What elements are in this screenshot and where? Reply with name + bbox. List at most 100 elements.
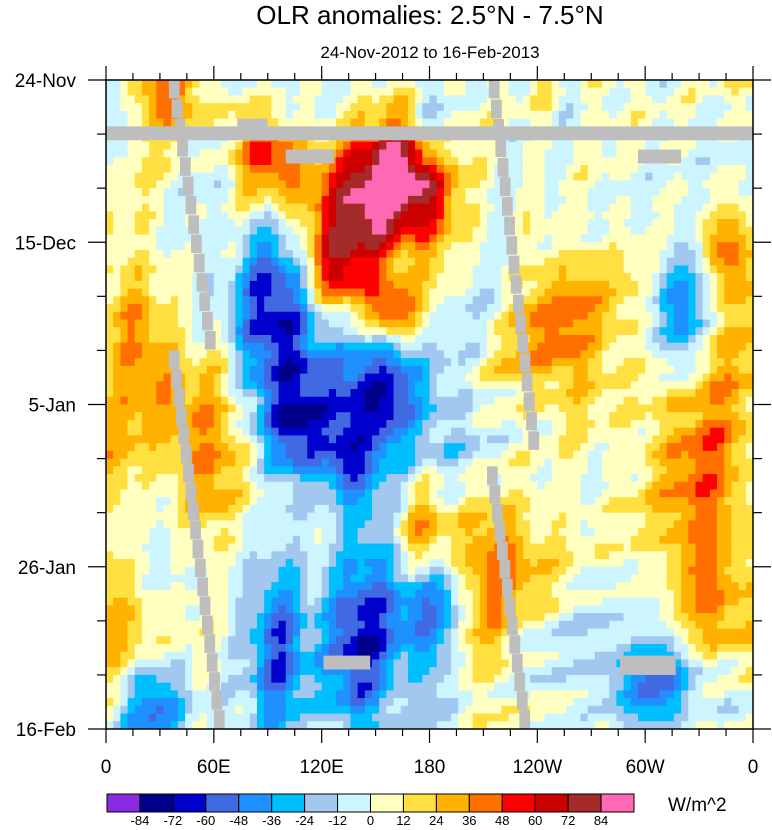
heatmap-cell [228, 443, 236, 452]
heatmap-cell [106, 358, 114, 367]
heatmap-cell [637, 443, 646, 452]
heatmap-cell [515, 419, 524, 429]
heatmap-cell [285, 412, 294, 421]
heatmap-cell [285, 419, 294, 429]
heatmap-cell [709, 412, 718, 421]
heatmap-cell [594, 443, 603, 452]
heatmap-cell [300, 389, 308, 398]
heatmap-cell [264, 226, 272, 236]
heatmap-cell [602, 257, 610, 267]
heatmap-cell [451, 141, 459, 151]
heatmap-cell [537, 419, 546, 429]
heatmap-cell [530, 265, 538, 274]
heatmap-cell [573, 296, 582, 305]
heatmap-cell [602, 234, 610, 243]
heatmap-cell [185, 118, 193, 127]
heatmap-cell [666, 466, 675, 475]
heatmap-cell [717, 497, 725, 506]
heatmap-cell [213, 504, 222, 514]
heatmap-cell [537, 334, 546, 344]
heatmap-cell [350, 118, 359, 127]
heatmap-cell [587, 350, 596, 359]
heatmap-cell [422, 288, 431, 297]
heatmap-cell [709, 419, 718, 429]
heatmap-cell [745, 365, 753, 375]
heatmap-cell [221, 450, 229, 460]
heatmap-cell [242, 157, 251, 166]
heatmap-cell [652, 288, 661, 297]
heatmap-cell [177, 265, 186, 274]
heatmap-cell [134, 149, 143, 158]
heatmap-cell [551, 304, 560, 313]
heatmap-cell [235, 489, 244, 498]
heatmap-cell [141, 466, 150, 475]
heatmap-cell [242, 504, 251, 514]
heatmap-cell [364, 381, 373, 390]
heatmap-cell [350, 157, 359, 166]
heatmap-cell [278, 466, 287, 475]
heatmap-cell [458, 180, 467, 189]
heatmap-cell [530, 319, 538, 328]
heatmap-cell [566, 489, 574, 498]
heatmap-cell [249, 87, 258, 97]
heatmap-cell [695, 195, 704, 205]
heatmap-cell [551, 450, 560, 460]
heatmap-cell [271, 458, 280, 467]
heatmap-cell [321, 265, 330, 274]
heatmap-cell [120, 334, 129, 344]
heatmap-cell [422, 342, 431, 352]
heatmap-cell [515, 110, 524, 120]
heatmap-cell [530, 164, 538, 174]
heatmap-cell [256, 219, 265, 228]
heatmap-cell [235, 219, 244, 228]
heatmap-cell [256, 327, 265, 336]
heatmap-cell [530, 203, 538, 212]
heatmap-cell [350, 404, 359, 413]
heatmap-cell [192, 87, 201, 97]
heatmap-cell [659, 110, 668, 120]
heatmap-cell [673, 234, 682, 243]
heatmap-cell [328, 296, 337, 305]
heatmap-cell [264, 497, 272, 506]
heatmap-cell [443, 203, 452, 212]
heatmap-cell [199, 327, 208, 336]
heatmap-cell [170, 195, 179, 205]
heatmap-cell [278, 504, 287, 514]
heatmap-cell [134, 219, 143, 228]
heatmap-cell [407, 319, 416, 328]
heatmap-cell [393, 481, 402, 491]
heatmap-cell [113, 203, 121, 212]
heatmap-cell [738, 412, 747, 421]
heatmap-cell [141, 103, 150, 112]
heatmap-cell [156, 443, 165, 452]
heatmap-cell [415, 157, 423, 166]
heatmap-cell [609, 103, 618, 112]
heatmap-cell [566, 172, 574, 182]
heatmap-cell [192, 412, 201, 421]
heatmap-cell [314, 234, 323, 243]
heatmap-cell [602, 327, 610, 336]
heatmap-cell [580, 203, 589, 212]
heatmap-cell [228, 164, 236, 174]
heatmap-cell [458, 288, 467, 297]
heatmap-cell [645, 242, 653, 251]
heatmap-cell [249, 458, 258, 467]
heatmap-cell [630, 249, 639, 259]
heatmap-cell [271, 180, 280, 189]
heatmap-cell [551, 489, 560, 498]
heatmap-cell [386, 474, 395, 483]
heatmap-cell [249, 427, 258, 437]
heatmap-cell [134, 412, 143, 421]
heatmap-cell [364, 234, 373, 243]
heatmap-cell [623, 95, 632, 104]
heatmap-cell [594, 242, 603, 251]
heatmap-cell [681, 226, 689, 236]
heatmap-cell [465, 435, 474, 444]
heatmap-cell [429, 172, 438, 182]
heatmap-cell [235, 249, 244, 259]
heatmap-cell [328, 311, 337, 321]
heatmap-cell [429, 412, 438, 421]
heatmap-cell [163, 164, 172, 174]
heatmap-cell [738, 149, 747, 158]
heatmap-cell [724, 350, 733, 359]
